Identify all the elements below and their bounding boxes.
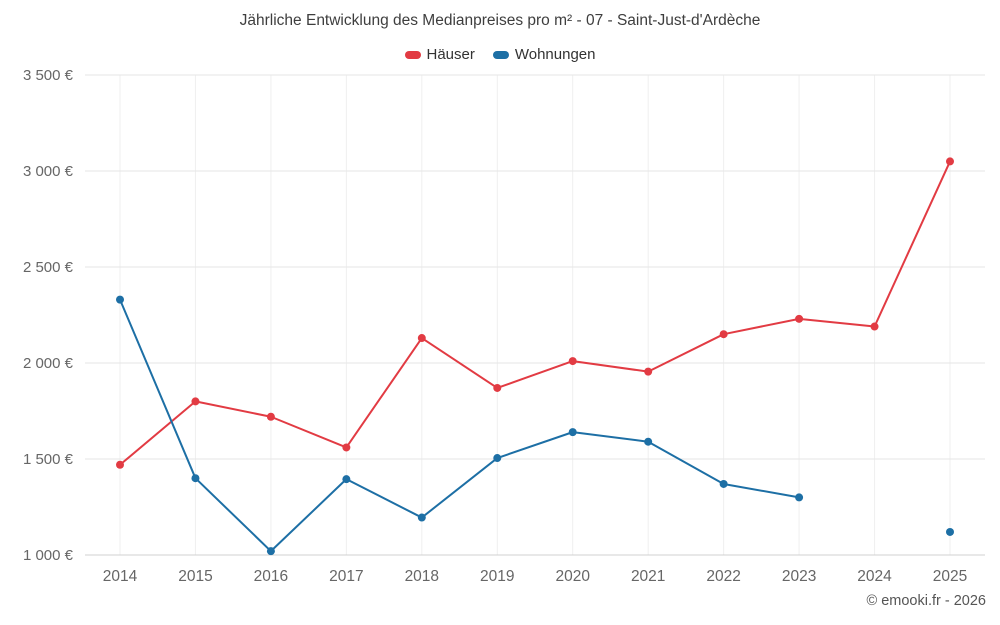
data-point[interactable] — [946, 157, 954, 166]
copyright-footer: © emooki.fr - 2026 — [866, 593, 986, 609]
data-point[interactable] — [795, 314, 804, 323]
data-point[interactable] — [644, 367, 653, 376]
x-axis-tick-label: 2023 — [782, 568, 816, 585]
x-axis-tick-label: 2024 — [857, 568, 892, 585]
data-point[interactable] — [568, 357, 577, 366]
data-point[interactable] — [116, 460, 124, 469]
chart-legend: Häuser Wohnungen — [0, 46, 1000, 63]
x-axis-tick-label: 2018 — [405, 568, 439, 585]
series-line — [119, 160, 951, 466]
chart-title: Jährliche Entwicklung des Medianpreises … — [239, 12, 761, 29]
x-axis-tick-label: 2014 — [103, 568, 138, 585]
data-point[interactable] — [417, 513, 426, 522]
y-axis-tick-label: 3 000 € — [23, 163, 74, 180]
legend-item-0[interactable]: Häuser — [404, 46, 475, 63]
data-point[interactable] — [191, 397, 200, 406]
x-axis-tick-label: 2020 — [555, 568, 590, 585]
data-point[interactable] — [568, 428, 577, 437]
y-axis-tick-label: 1 000 € — [23, 547, 74, 564]
data-point[interactable] — [946, 527, 954, 536]
data-point[interactable] — [493, 454, 502, 463]
y-axis-tick-label: 2 000 € — [23, 355, 74, 372]
x-axis-tick-label: 2016 — [254, 568, 288, 585]
data-point[interactable] — [719, 479, 728, 488]
y-axis-tick-label: 3 500 € — [23, 67, 74, 84]
y-axis-tick-label: 1 500 € — [23, 451, 74, 468]
legend-item-1[interactable]: Wohnungen — [492, 46, 596, 63]
data-point[interactable] — [719, 330, 728, 339]
data-point[interactable] — [795, 493, 804, 502]
legend-swatch-icon — [492, 50, 509, 59]
data-point[interactable] — [417, 334, 426, 343]
data-point[interactable] — [191, 474, 200, 483]
data-point[interactable] — [342, 443, 351, 452]
x-axis-tick-label: 2015 — [178, 568, 212, 585]
x-axis-tick-label: 2017 — [329, 568, 363, 585]
data-point[interactable] — [644, 437, 653, 446]
y-axis-tick-label: 2 500 € — [23, 259, 74, 276]
data-point[interactable] — [870, 322, 879, 331]
data-point[interactable] — [493, 383, 502, 392]
data-point[interactable] — [266, 547, 275, 556]
data-point[interactable] — [266, 412, 275, 421]
data-point[interactable] — [116, 295, 124, 304]
legend-swatch-icon — [404, 50, 421, 59]
x-axis-tick-label: 2021 — [631, 568, 665, 585]
legend-label: Häuser — [426, 46, 475, 63]
x-axis-tick-label: 2019 — [480, 568, 514, 585]
x-axis-tick-label: 2025 — [933, 568, 967, 585]
series-line — [119, 298, 801, 553]
x-axis-tick-label: 2022 — [706, 568, 740, 585]
data-point[interactable] — [342, 475, 351, 484]
legend-label: Wohnungen — [514, 46, 596, 63]
